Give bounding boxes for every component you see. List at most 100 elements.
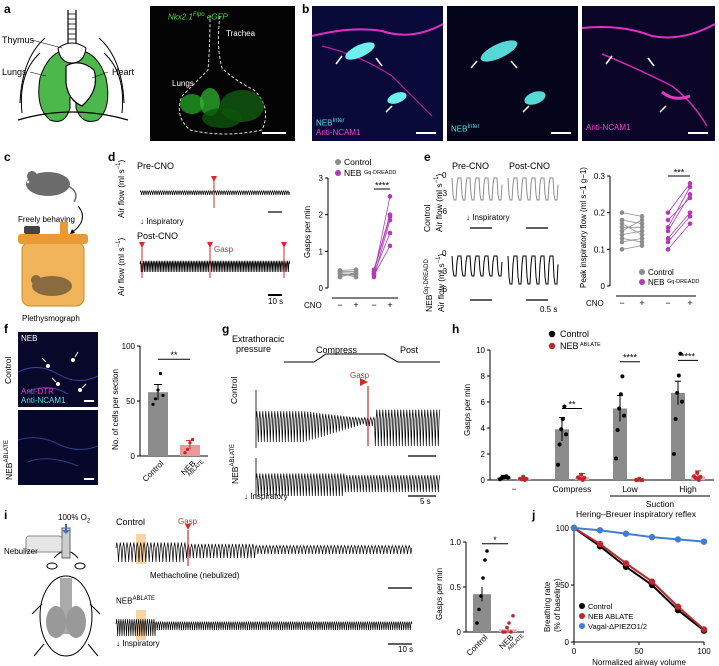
anti-dtr-label: Anti-DTR <box>21 387 54 396</box>
compress-label: Compress <box>316 345 358 355</box>
time-scale-label-g: 5 s <box>420 497 431 506</box>
data-point <box>665 225 671 230</box>
legend-neb: NEB <box>648 278 664 287</box>
legend-neb-sup: Gq-DREADD <box>667 279 699 285</box>
data-point <box>639 214 645 219</box>
y-axis-label: No. of cells per section <box>111 369 120 450</box>
y-tick-label: 1.0 <box>450 538 462 547</box>
y-axis-label: Breathing rate <box>543 581 552 632</box>
data-point <box>639 243 645 248</box>
data-point <box>695 470 700 475</box>
data-point <box>387 217 393 223</box>
data-point <box>687 181 693 186</box>
ncam-label: Anti-NCAM1 <box>586 123 631 132</box>
pre-cno-label-e: Pre-CNO <box>452 161 490 171</box>
data-point <box>648 533 656 541</box>
plethysmograph-illustration <box>18 171 88 307</box>
data-point <box>511 614 515 618</box>
control-trace-i <box>115 542 413 563</box>
bar <box>555 429 569 480</box>
data-point <box>619 217 625 223</box>
data-point <box>700 538 708 545</box>
pair-line <box>667 216 691 243</box>
data-point <box>622 560 630 567</box>
legend-marker <box>639 269 645 275</box>
bar <box>148 392 168 456</box>
post-label-g: Post <box>400 345 419 355</box>
data-point <box>639 217 645 223</box>
series-line <box>573 527 705 632</box>
data-point <box>639 239 645 245</box>
x-tick-label: − <box>665 298 670 308</box>
legend-marker <box>548 330 556 338</box>
inspiratory-label-g: ↓ Inspiratory <box>244 492 288 501</box>
plethysmograph-label: Plethysmograph <box>22 314 80 323</box>
time-scale-label: 10 s <box>268 297 284 306</box>
methacholine-label: Methacholine (nebulized) <box>150 571 240 580</box>
airflow-ylabel-top: Air flow (ml s−1) <box>115 159 126 218</box>
x-tick-label: − <box>337 300 342 310</box>
lungs-image-label: Lungs <box>172 79 194 88</box>
panel-label-g: g <box>222 322 230 336</box>
anti-ncam-label: Anti-NCAM1 <box>21 396 66 405</box>
thymus-label: Thymus <box>2 35 35 45</box>
y-tick-label: 2 <box>319 211 324 220</box>
data-point <box>557 442 562 447</box>
data-point <box>620 374 625 379</box>
pressure-protocol <box>284 353 440 363</box>
data-point <box>509 630 513 634</box>
data-point <box>596 527 604 534</box>
data-point <box>619 232 625 237</box>
legend-control: Control <box>560 329 589 339</box>
data-point <box>387 243 393 249</box>
y-tick-label: 100 <box>556 524 570 533</box>
x-tick-label: 50 <box>635 647 644 656</box>
heart-label: Heart <box>112 67 135 77</box>
pair-line <box>621 219 643 232</box>
data-point <box>619 228 625 234</box>
ablate-row-label-g: NEBABLATE <box>229 443 240 484</box>
control-label-i: Control <box>116 517 146 527</box>
inspiratory-label: ↓ Inspiratory <box>140 217 184 226</box>
data-point <box>639 236 645 241</box>
data-point <box>337 268 343 273</box>
pair-line <box>621 219 643 225</box>
y-axis-label: Peak inspiratory flow (ml s−1 g−1) <box>579 167 588 288</box>
legend-marker <box>579 603 585 609</box>
legend-label: Vagal-ΔPIEZO1/2 <box>588 622 647 631</box>
data-point <box>183 451 187 455</box>
data-point <box>639 228 645 234</box>
legend-marker <box>639 279 645 285</box>
nkx21-egfp-image: Nkx2.1Flpo eGFP Trachea Lungs <box>150 6 295 141</box>
pair-line <box>621 245 643 250</box>
airflow-ylabel-bottom: Air flow (ml s−1) <box>115 237 126 296</box>
y-tick-label: 10 <box>476 346 485 355</box>
ytick-0b: 0 <box>442 249 447 258</box>
data-point <box>337 272 343 278</box>
y-tick-label: 0 <box>565 638 570 647</box>
data-point <box>582 475 587 480</box>
legend-label: Control <box>588 602 613 611</box>
neb-post-trace <box>507 255 559 285</box>
pair-line <box>339 269 357 271</box>
legend-marker <box>579 623 585 629</box>
data-point <box>481 576 485 580</box>
data-point <box>622 413 626 418</box>
data-point <box>614 456 618 461</box>
data-point <box>579 472 584 477</box>
time-scale-label-i: 10 s <box>398 645 414 654</box>
data-point <box>153 397 158 401</box>
data-point <box>665 247 671 252</box>
ytick-0: 0 <box>442 171 447 180</box>
gasp-arrow <box>281 242 287 248</box>
legend-marker <box>335 159 341 165</box>
data-point <box>577 476 582 481</box>
data-point <box>640 478 645 482</box>
gasp-label: Gasp <box>214 245 234 254</box>
neb-inter-image: NEBInter <box>447 6 578 141</box>
freely-behaving-label: Freely behaving <box>18 215 75 224</box>
pair-line <box>621 223 643 236</box>
pre-cno-label: Pre-CNO <box>137 161 175 171</box>
data-point <box>665 228 671 234</box>
